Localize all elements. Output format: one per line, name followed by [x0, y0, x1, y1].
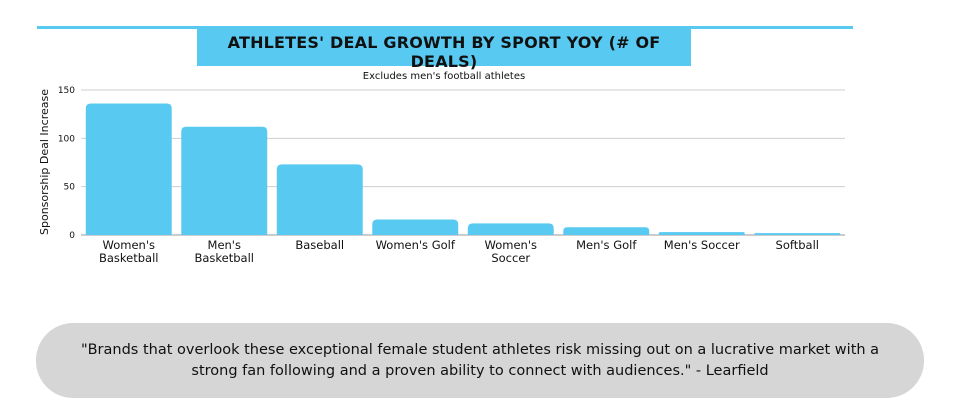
bar: [563, 227, 650, 235]
quote-box: "Brands that overlook these exceptional …: [36, 323, 924, 398]
chart-title-box: ATHLETES' DEAL GROWTH BY SPORT YOY (# OF…: [197, 29, 691, 82]
bar: [372, 219, 459, 235]
x-tick-label: Women's Golf: [376, 238, 456, 252]
x-tick-label: Softball: [776, 238, 819, 252]
y-tick-label: 100: [58, 134, 75, 144]
x-tick-label: Men's Soccer: [664, 238, 740, 252]
x-tick-label: Baseball: [295, 238, 344, 252]
y-tick-label: 50: [64, 183, 76, 193]
bar: [181, 126, 268, 235]
x-tick-label: Women's Basketball: [99, 238, 159, 265]
bar-layer: [85, 103, 841, 236]
chart-title: ATHLETES' DEAL GROWTH BY SPORT YOY (# OF…: [227, 33, 661, 71]
x-tick-labels: Women's Basketball Men's Basketball Baseball…: [99, 238, 819, 265]
quote-text: "Brands that overlook these exceptional …: [80, 341, 880, 379]
bar: [85, 103, 172, 236]
chart-subtitle: Excludes men's football athletes: [362, 71, 526, 82]
y-tick-label: 0: [69, 231, 75, 241]
bar-chart: 0 50 100 150 Women's Basketball Men's Basketba…: [38, 86, 845, 265]
y-axis-label: Sponsorship Deal Increase: [38, 89, 51, 235]
bar: [754, 233, 841, 235]
bar: [658, 232, 745, 235]
bar: [467, 223, 554, 235]
y-tick-labels: 0 50 100 150: [58, 86, 75, 241]
x-tick-label: Men's Basketball: [195, 238, 255, 265]
top-rule: [37, 26, 853, 29]
x-tick-label: Women's Soccer: [485, 238, 537, 265]
bar: [276, 164, 363, 235]
y-tick-label: 150: [58, 86, 75, 96]
x-tick-label: Men's Golf: [576, 238, 637, 252]
